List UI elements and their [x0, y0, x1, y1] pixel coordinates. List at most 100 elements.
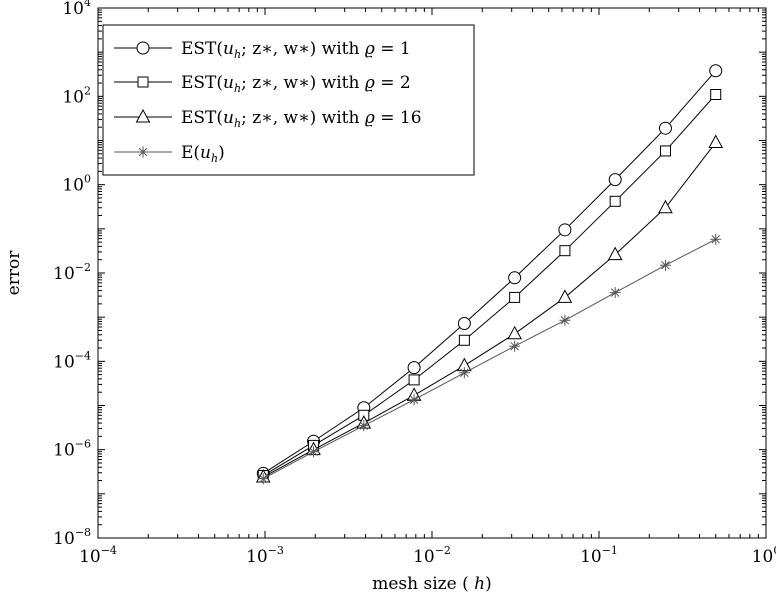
- legend-label: E(uh): [181, 143, 225, 165]
- y-tick-label-base: 10: [62, 0, 84, 19]
- legend-label-sub: h: [234, 48, 241, 61]
- x-axis-label: mesh size ( h): [372, 574, 491, 594]
- series-group: [255, 64, 724, 485]
- legend-item: EST(uh; z∗, w∗) with ϱ = 16: [114, 108, 422, 130]
- y-tick-label-base: 10: [53, 352, 75, 372]
- data-point-triangle: [557, 289, 573, 303]
- ticks: [97, 7, 767, 539]
- x-tick-label: 10−1: [580, 544, 618, 567]
- series-line-star: [263, 238, 716, 480]
- series-star: [257, 233, 722, 485]
- legend-label-var: u: [223, 108, 234, 128]
- data-point-square: [609, 195, 621, 207]
- legend-label-sub: h: [234, 117, 241, 130]
- data-point-square: [458, 334, 470, 346]
- legend-item: EST(uh; z∗, w∗) with ϱ = 1: [114, 39, 411, 61]
- y-tick-label-exp: −6: [75, 438, 91, 451]
- legend-label-sub: h: [234, 82, 241, 95]
- legend-label-eq: =: [375, 73, 400, 93]
- y-tick-label: 100: [62, 173, 91, 196]
- legend-label-sub: h: [211, 152, 218, 165]
- x-tick-label: 10−4: [79, 544, 117, 567]
- data-point-star-stroke: [259, 474, 268, 483]
- legend-label-var: u: [200, 143, 211, 163]
- x-tick-label-base: 10: [413, 547, 435, 567]
- legend-label-var: u: [223, 73, 234, 93]
- series-triangle: [255, 134, 724, 483]
- y-tick-label-exp: −8: [75, 526, 91, 539]
- legend-swatch-marker: [135, 108, 151, 123]
- legend-label-eq: =: [375, 108, 400, 128]
- x-tick-label-base: 10: [79, 547, 101, 567]
- y-tick-label-exp: −2: [75, 261, 91, 274]
- x-axis-label-text: mesh size (: [372, 574, 468, 594]
- legend-label-val: 16: [400, 108, 422, 128]
- y-tick-label: 10−4: [53, 349, 91, 372]
- x-tick-label-base: 10: [752, 547, 774, 567]
- legend-label-pre: EST(: [181, 108, 223, 128]
- data-point-star: [609, 287, 621, 299]
- data-point-circle: [508, 271, 522, 285]
- legend-swatch-marker: [137, 76, 149, 88]
- data-point-star-stroke: [661, 260, 670, 270]
- legend-label-mid: ; z∗, w∗) with: [241, 108, 365, 128]
- y-axis-label: error: [4, 250, 24, 296]
- legend-label-val: 2: [400, 73, 411, 93]
- data-point-star-stroke: [610, 288, 620, 297]
- data-point-star: [358, 420, 370, 432]
- x-tick-label-base: 10: [246, 547, 268, 567]
- data-point-star-stroke: [510, 341, 519, 351]
- series-line-triangle: [263, 142, 717, 478]
- data-point-star-stroke: [359, 421, 369, 430]
- data-point-circle: [558, 223, 572, 237]
- x-axis-label-tail: ): [485, 574, 492, 594]
- y-tick-label-base: 10: [62, 87, 84, 107]
- data-point-star-stroke: [409, 395, 419, 404]
- x-tick-label: 10−2: [413, 544, 451, 567]
- data-point-square: [710, 89, 722, 101]
- x-tick-label: 10−3: [246, 544, 284, 567]
- data-point-star: [710, 233, 722, 245]
- data-point-circle: [709, 64, 723, 78]
- data-point-star: [408, 394, 420, 406]
- legend-item: E(uh): [114, 143, 225, 165]
- y-tick-label-exp: 4: [84, 0, 91, 9]
- data-point-star-stroke: [460, 368, 469, 378]
- series-line-circle: [263, 70, 717, 474]
- x-tick-label-exp: 0: [773, 544, 776, 557]
- y-tick-label: 10−2: [53, 261, 91, 284]
- legend-label: EST(uh; z∗, w∗) with ϱ = 2: [181, 73, 411, 95]
- x-tick-label-exp: −2: [435, 544, 451, 557]
- legend-swatch-marker-stroke: [138, 147, 148, 157]
- legend-swatch-marker: [137, 146, 149, 158]
- legend-label: EST(uh; z∗, w∗) with ϱ = 1: [181, 39, 411, 61]
- legend-label-mid: ; z∗, w∗) with: [241, 73, 365, 93]
- x-tick-label-exp: −1: [602, 544, 618, 557]
- y-tick-label-exp: 0: [84, 173, 91, 186]
- x-axis-label-var: h: [474, 574, 485, 594]
- legend-label-rho: ϱ: [365, 39, 375, 59]
- legend-swatch-marker: [136, 41, 150, 55]
- data-point-star-stroke: [711, 235, 720, 244]
- legend-label-rho: ϱ: [365, 73, 375, 93]
- legend-item: EST(uh; z∗, w∗) with ϱ = 2: [114, 73, 411, 95]
- data-point-square: [659, 145, 671, 157]
- y-tick-label: 102: [62, 84, 91, 107]
- x-tick-label: 100: [752, 544, 776, 567]
- legend-label: EST(uh; z∗, w∗) with ϱ = 16: [181, 108, 422, 130]
- y-tick-label-base: 10: [53, 441, 75, 461]
- y-tick-label-exp: 2: [84, 84, 91, 97]
- legend-label-mid: ; z∗, w∗) with: [241, 39, 365, 59]
- data-point-star: [458, 367, 470, 379]
- data-point-square: [509, 291, 521, 303]
- data-point-square: [559, 245, 571, 257]
- data-point-star: [559, 314, 571, 326]
- data-point-star: [509, 340, 521, 352]
- data-point-triangle: [708, 134, 724, 149]
- data-point-circle: [658, 121, 672, 135]
- y-tick-label-exp: −4: [75, 349, 91, 362]
- data-point-triangle: [607, 246, 623, 261]
- data-point-triangle: [658, 199, 673, 214]
